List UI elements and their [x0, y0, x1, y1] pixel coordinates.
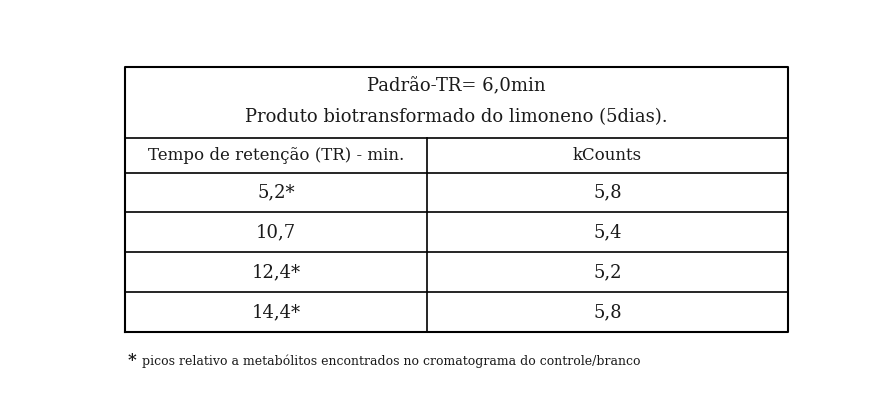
Text: 5,4: 5,4 — [593, 223, 622, 241]
Text: 5,2*: 5,2* — [257, 184, 295, 202]
Text: 14,4*: 14,4* — [251, 303, 300, 321]
Text: *: * — [127, 352, 136, 369]
Text: Padrão-TR= 6,0min: Padrão-TR= 6,0min — [367, 78, 546, 96]
Text: 10,7: 10,7 — [256, 223, 296, 241]
Text: picos relativo a metabólitos encontrados no cromatograma do controle/branco: picos relativo a metabólitos encontrados… — [143, 354, 641, 368]
Text: 5,8: 5,8 — [593, 184, 622, 202]
Text: Produto biotransformado do limoneno (5dias).: Produto biotransformado do limoneno (5di… — [245, 108, 668, 126]
Text: kCounts: kCounts — [573, 147, 642, 164]
Text: Tempo de retenção (TR) - min.: Tempo de retenção (TR) - min. — [148, 147, 405, 164]
Text: 5,8: 5,8 — [593, 303, 622, 321]
Text: 12,4*: 12,4* — [251, 263, 300, 281]
Text: 5,2: 5,2 — [593, 263, 622, 281]
